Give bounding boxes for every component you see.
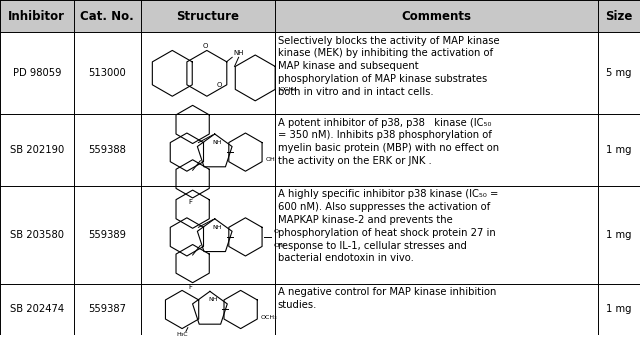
Bar: [141, 186, 275, 284]
Text: 1 mg: 1 mg: [607, 305, 632, 314]
Bar: [598, 284, 640, 335]
Bar: [141, 32, 275, 114]
Bar: [0, 186, 74, 284]
Text: H₃C: H₃C: [176, 332, 188, 337]
Text: Inhibitor: Inhibitor: [8, 10, 65, 23]
Text: O: O: [203, 43, 209, 49]
Text: A highly specific inhibitor p38 kinase (IC₅₀ =
600 nM). Also suppresses the acti: A highly specific inhibitor p38 kinase (…: [278, 189, 498, 264]
Text: SB 202190: SB 202190: [10, 145, 64, 155]
Text: O: O: [217, 82, 222, 88]
Bar: [275, 114, 598, 186]
Bar: [0, 32, 74, 114]
Bar: [74, 186, 141, 284]
Bar: [74, 284, 141, 335]
Text: Structure: Structure: [177, 10, 239, 23]
Text: 1 mg: 1 mg: [607, 230, 632, 240]
Bar: [141, 284, 275, 335]
Text: CH₃: CH₃: [273, 243, 285, 248]
Text: 559389: 559389: [88, 230, 126, 240]
Bar: [0, 284, 74, 335]
Bar: [74, 32, 141, 114]
Text: Comments: Comments: [402, 10, 472, 23]
Bar: [74, 114, 141, 186]
Text: Cat. No.: Cat. No.: [81, 10, 134, 23]
Bar: [0, 114, 74, 186]
Text: PD 98059: PD 98059: [13, 68, 61, 78]
Bar: [598, 114, 640, 186]
Bar: [275, 32, 598, 114]
Bar: [141, 114, 275, 186]
Bar: [74, 0, 141, 32]
Bar: [598, 32, 640, 114]
Text: NH: NH: [234, 50, 244, 56]
Bar: [275, 0, 598, 32]
Bar: [275, 284, 598, 335]
Bar: [275, 186, 598, 284]
Text: SB 203580: SB 203580: [10, 230, 64, 240]
Text: Size: Size: [605, 10, 633, 23]
Text: Selectively blocks the activity of MAP kinase
kinase (MEK) by inhibiting the act: Selectively blocks the activity of MAP k…: [278, 36, 499, 97]
Text: 5 mg: 5 mg: [607, 68, 632, 78]
Text: A negative control for MAP kinase inhibition
studies.: A negative control for MAP kinase inhibi…: [278, 287, 496, 310]
Text: A potent inhibitor of p38, p38   kinase (IC₅₀
= 350 nM). Inhibits p38 phosphoryl: A potent inhibitor of p38, p38 kinase (I…: [278, 118, 499, 166]
Text: NH: NH: [208, 298, 218, 302]
Bar: [0, 0, 74, 32]
Text: F: F: [189, 284, 193, 290]
Bar: [141, 0, 275, 32]
Text: NH: NH: [213, 140, 222, 145]
Text: 559387: 559387: [88, 305, 126, 314]
Text: O: O: [273, 229, 278, 234]
Text: OH: OH: [266, 157, 275, 162]
Bar: [598, 186, 640, 284]
Text: OCH₃: OCH₃: [261, 315, 277, 319]
Text: OCH₃: OCH₃: [280, 87, 296, 92]
Bar: [598, 0, 640, 32]
Text: 1 mg: 1 mg: [607, 145, 632, 155]
Text: 559388: 559388: [88, 145, 126, 155]
Text: F: F: [189, 199, 193, 205]
Text: NH: NH: [213, 225, 222, 230]
Text: 513000: 513000: [88, 68, 126, 78]
Text: SB 202474: SB 202474: [10, 305, 64, 314]
